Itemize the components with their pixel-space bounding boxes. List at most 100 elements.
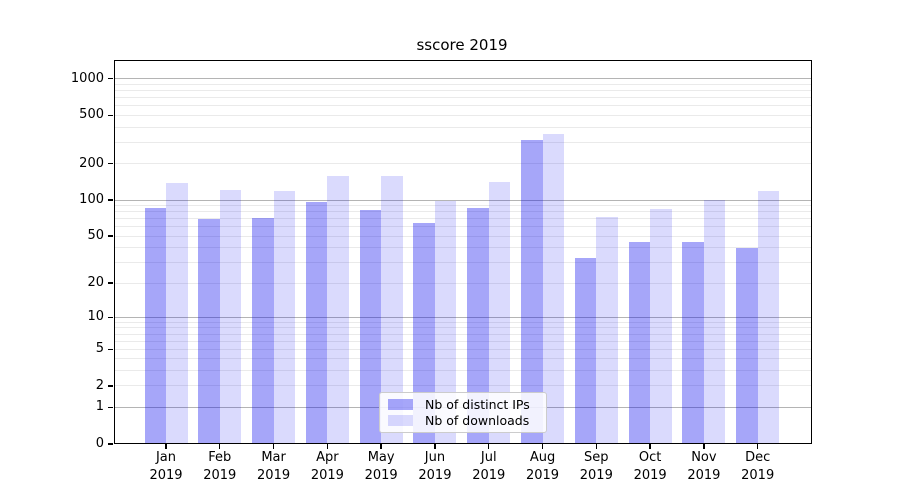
gridline-minor bbox=[114, 261, 811, 263]
x-tick-label: Jan 2019 bbox=[149, 450, 183, 483]
x-tick-label: Jul 2019 bbox=[472, 450, 506, 483]
gridline-minor bbox=[114, 358, 811, 360]
x-tick-label: Feb 2019 bbox=[203, 450, 237, 483]
y-tick-label: 500 bbox=[79, 107, 104, 123]
bar-ips-mar bbox=[252, 217, 274, 444]
bar-ips-nov bbox=[682, 241, 704, 444]
x-tick-mark bbox=[219, 444, 221, 449]
legend-label-distinct-ips: Nb of distinct IPs bbox=[425, 396, 530, 412]
x-tick-mark bbox=[434, 444, 436, 449]
bar-downloads-apr bbox=[327, 176, 349, 444]
gridline-minor bbox=[114, 348, 811, 350]
bar-ips-aug bbox=[521, 140, 543, 444]
bar-downloads-dec bbox=[757, 190, 780, 444]
x-tick-mark bbox=[595, 444, 597, 449]
x-tick-label: Aug 2019 bbox=[525, 450, 560, 483]
x-tick-label: Nov 2019 bbox=[687, 450, 721, 483]
gridline-minor bbox=[114, 321, 811, 323]
gridline-minor bbox=[114, 327, 811, 329]
y-tick-mark bbox=[108, 78, 113, 80]
y-tick-mark bbox=[108, 443, 113, 445]
x-tick-mark bbox=[649, 444, 651, 449]
gridline-minor bbox=[114, 105, 811, 107]
x-tick-mark bbox=[380, 444, 382, 449]
y-tick-label: 1000 bbox=[70, 70, 104, 86]
y-tick-mark bbox=[108, 235, 113, 237]
bar-downloads-jun bbox=[434, 201, 457, 444]
gridline-minor bbox=[114, 126, 811, 128]
bar-ips-jan bbox=[144, 207, 166, 444]
y-tick-label: 50 bbox=[87, 228, 104, 244]
y-tick-label: 5 bbox=[95, 341, 104, 357]
bar-ips-may bbox=[359, 210, 382, 444]
gridline-minor bbox=[114, 90, 811, 92]
bar-downloads-jul bbox=[488, 181, 511, 444]
x-tick-mark bbox=[756, 444, 759, 449]
legend-item-distinct-ips: Nb of distinct IPs bbox=[386, 397, 540, 412]
gridline-minor bbox=[114, 385, 811, 387]
gridline-minor bbox=[114, 205, 811, 207]
bar-ips-feb bbox=[198, 219, 220, 444]
bar-downloads-feb bbox=[219, 190, 242, 444]
gridline-minor bbox=[114, 247, 811, 249]
x-tick-label: Mar 2019 bbox=[257, 450, 291, 483]
x-tick-mark bbox=[272, 444, 275, 449]
x-tick-mark bbox=[165, 444, 167, 449]
y-tick-mark bbox=[108, 406, 113, 409]
y-tick-mark bbox=[108, 199, 113, 201]
x-tick-label: Sep 2019 bbox=[579, 450, 613, 483]
gridline-major bbox=[114, 78, 811, 80]
gridline-minor bbox=[114, 141, 811, 143]
gridline-minor bbox=[114, 83, 811, 85]
legend: Nb of distinct IPs Nb of downloads bbox=[379, 392, 547, 433]
y-tick-label: 0 bbox=[95, 436, 104, 451]
gridline-minor bbox=[114, 163, 811, 165]
x-tick-label: May 2019 bbox=[364, 450, 398, 483]
x-tick-label: Jun 2019 bbox=[418, 450, 452, 483]
gridline-minor bbox=[114, 97, 811, 99]
bar-downloads-sep bbox=[596, 217, 618, 444]
x-tick-mark bbox=[488, 444, 490, 449]
gridline-minor bbox=[114, 333, 811, 335]
gridline-minor bbox=[114, 226, 811, 228]
gridline-minor bbox=[114, 340, 811, 342]
bar-ips-sep bbox=[574, 257, 597, 444]
x-tick-mark bbox=[541, 444, 544, 449]
legend-label-downloads: Nb of downloads bbox=[425, 413, 530, 429]
bar-ips-jul bbox=[467, 207, 489, 444]
gridline-minor bbox=[114, 211, 811, 213]
legend-swatch-distinct-ips bbox=[388, 398, 413, 410]
bar-ips-jun bbox=[413, 222, 435, 444]
x-tick-mark bbox=[703, 444, 705, 449]
x-tick-mark bbox=[326, 444, 329, 449]
bar-ips-apr bbox=[305, 201, 328, 444]
bar-ips-dec bbox=[736, 247, 758, 444]
bar-ips-oct bbox=[628, 241, 651, 444]
plot-area bbox=[113, 59, 812, 444]
y-tick-mark bbox=[108, 316, 113, 318]
y-tick-label: 20 bbox=[87, 275, 104, 291]
gridline-major bbox=[114, 316, 811, 318]
bar-downloads-jan bbox=[166, 183, 188, 444]
legend-item-downloads: Nb of downloads bbox=[386, 413, 540, 428]
y-tick-label: 10 bbox=[87, 309, 104, 325]
gridline-minor bbox=[114, 218, 811, 220]
bar-downloads-aug bbox=[542, 134, 565, 444]
gridline-minor bbox=[114, 370, 811, 372]
x-tick-label: Dec 2019 bbox=[741, 450, 775, 483]
y-tick-label: 100 bbox=[79, 192, 104, 208]
y-tick-mark bbox=[108, 348, 113, 350]
bar-downloads-nov bbox=[703, 200, 726, 444]
y-tick-label: 2 bbox=[95, 377, 104, 393]
gridline-minor bbox=[114, 282, 811, 284]
y-tick-mark bbox=[108, 162, 113, 165]
x-tick-label: Oct 2019 bbox=[633, 450, 667, 483]
gridline-major bbox=[114, 199, 811, 201]
bar-downloads-oct bbox=[650, 208, 672, 444]
y-tick-label: 1 bbox=[95, 399, 104, 415]
x-tick-label: Apr 2019 bbox=[310, 450, 344, 483]
legend-swatch-downloads bbox=[388, 415, 413, 427]
gridline-minor bbox=[114, 235, 811, 237]
y-tick-mark bbox=[108, 385, 113, 387]
